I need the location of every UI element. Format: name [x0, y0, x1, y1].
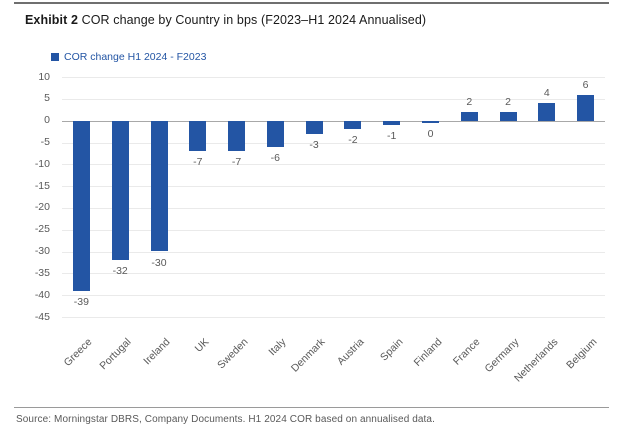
y-axis-tick-label: -15: [34, 179, 50, 192]
exhibit-title-text: COR change by Country in bps (F2023–H1 2…: [78, 13, 427, 27]
y-gridline: [62, 295, 605, 297]
bar-value-label: -7: [231, 156, 242, 169]
bar-value-label: 2: [466, 95, 473, 108]
bar: [150, 120, 168, 252]
bar-value-label: -2: [348, 134, 358, 147]
bar-value-label: -32: [112, 265, 128, 278]
bar: [344, 120, 362, 130]
footer-rule: [14, 407, 609, 408]
bar: [111, 120, 129, 261]
legend-label: COR change H1 2024 - F2023: [64, 51, 207, 63]
y-gridline: [62, 77, 605, 78]
source-note: Source: Morningstar DBRS, Company Docume…: [16, 414, 435, 425]
bar-value-label: 2: [505, 95, 511, 108]
y-gridline: [62, 317, 605, 318]
legend-square-icon: [51, 53, 59, 61]
y-gridline: [62, 98, 605, 100]
bar-value-label: -6: [270, 151, 280, 164]
y-gridline: [62, 251, 605, 253]
bar: [266, 120, 284, 147]
bar-value-label: -3: [309, 138, 319, 151]
y-gridline: [62, 186, 605, 188]
bar: [383, 120, 401, 125]
bar-value-label: -30: [151, 256, 167, 269]
chart-legend: COR change H1 2024 - F2023: [51, 51, 206, 63]
y-axis-tick-label: -30: [34, 245, 50, 257]
bar-value-label: -39: [73, 295, 89, 308]
bar: [460, 111, 478, 121]
y-axis-tick-label: -35: [34, 266, 50, 279]
bar: [538, 103, 556, 121]
y-gridline: [62, 273, 605, 275]
y-axis-tick-label: -25: [34, 223, 50, 236]
bar-value-label: 0: [427, 127, 434, 140]
x-axis-zero-line: [62, 120, 605, 122]
y-gridline: [62, 207, 605, 209]
y-axis-tick-label: -20: [34, 201, 50, 214]
bar: [577, 94, 595, 121]
bar: [189, 120, 207, 152]
bar: [228, 120, 245, 152]
bar-value-label: 4: [543, 87, 550, 100]
bar: [422, 120, 439, 123]
y-axis-tick-label: -40: [34, 288, 50, 301]
bar: [305, 120, 323, 134]
exhibit-title: Exhibit 2 COR change by Country in bps (…: [25, 13, 426, 27]
y-gridline: [62, 142, 605, 144]
bar: [72, 120, 90, 291]
bar-value-label: 6: [582, 78, 589, 91]
y-axis-tick-label: 10: [38, 70, 50, 83]
exhibit-number-label: Exhibit 2: [25, 13, 78, 27]
y-axis-tick-label: -10: [34, 157, 50, 170]
bar-value-label: -7: [193, 156, 203, 169]
y-axis-tick-label: 5: [44, 92, 50, 105]
top-rule: [14, 2, 609, 4]
y-gridline: [62, 229, 605, 231]
bar: [499, 111, 517, 121]
y-axis-tick-label: 0: [44, 114, 50, 127]
bar-value-label: -1: [387, 130, 397, 142]
y-axis-tick-label: -45: [34, 310, 50, 323]
y-axis-tick-label: -5: [40, 136, 50, 148]
y-gridline: [62, 164, 605, 166]
